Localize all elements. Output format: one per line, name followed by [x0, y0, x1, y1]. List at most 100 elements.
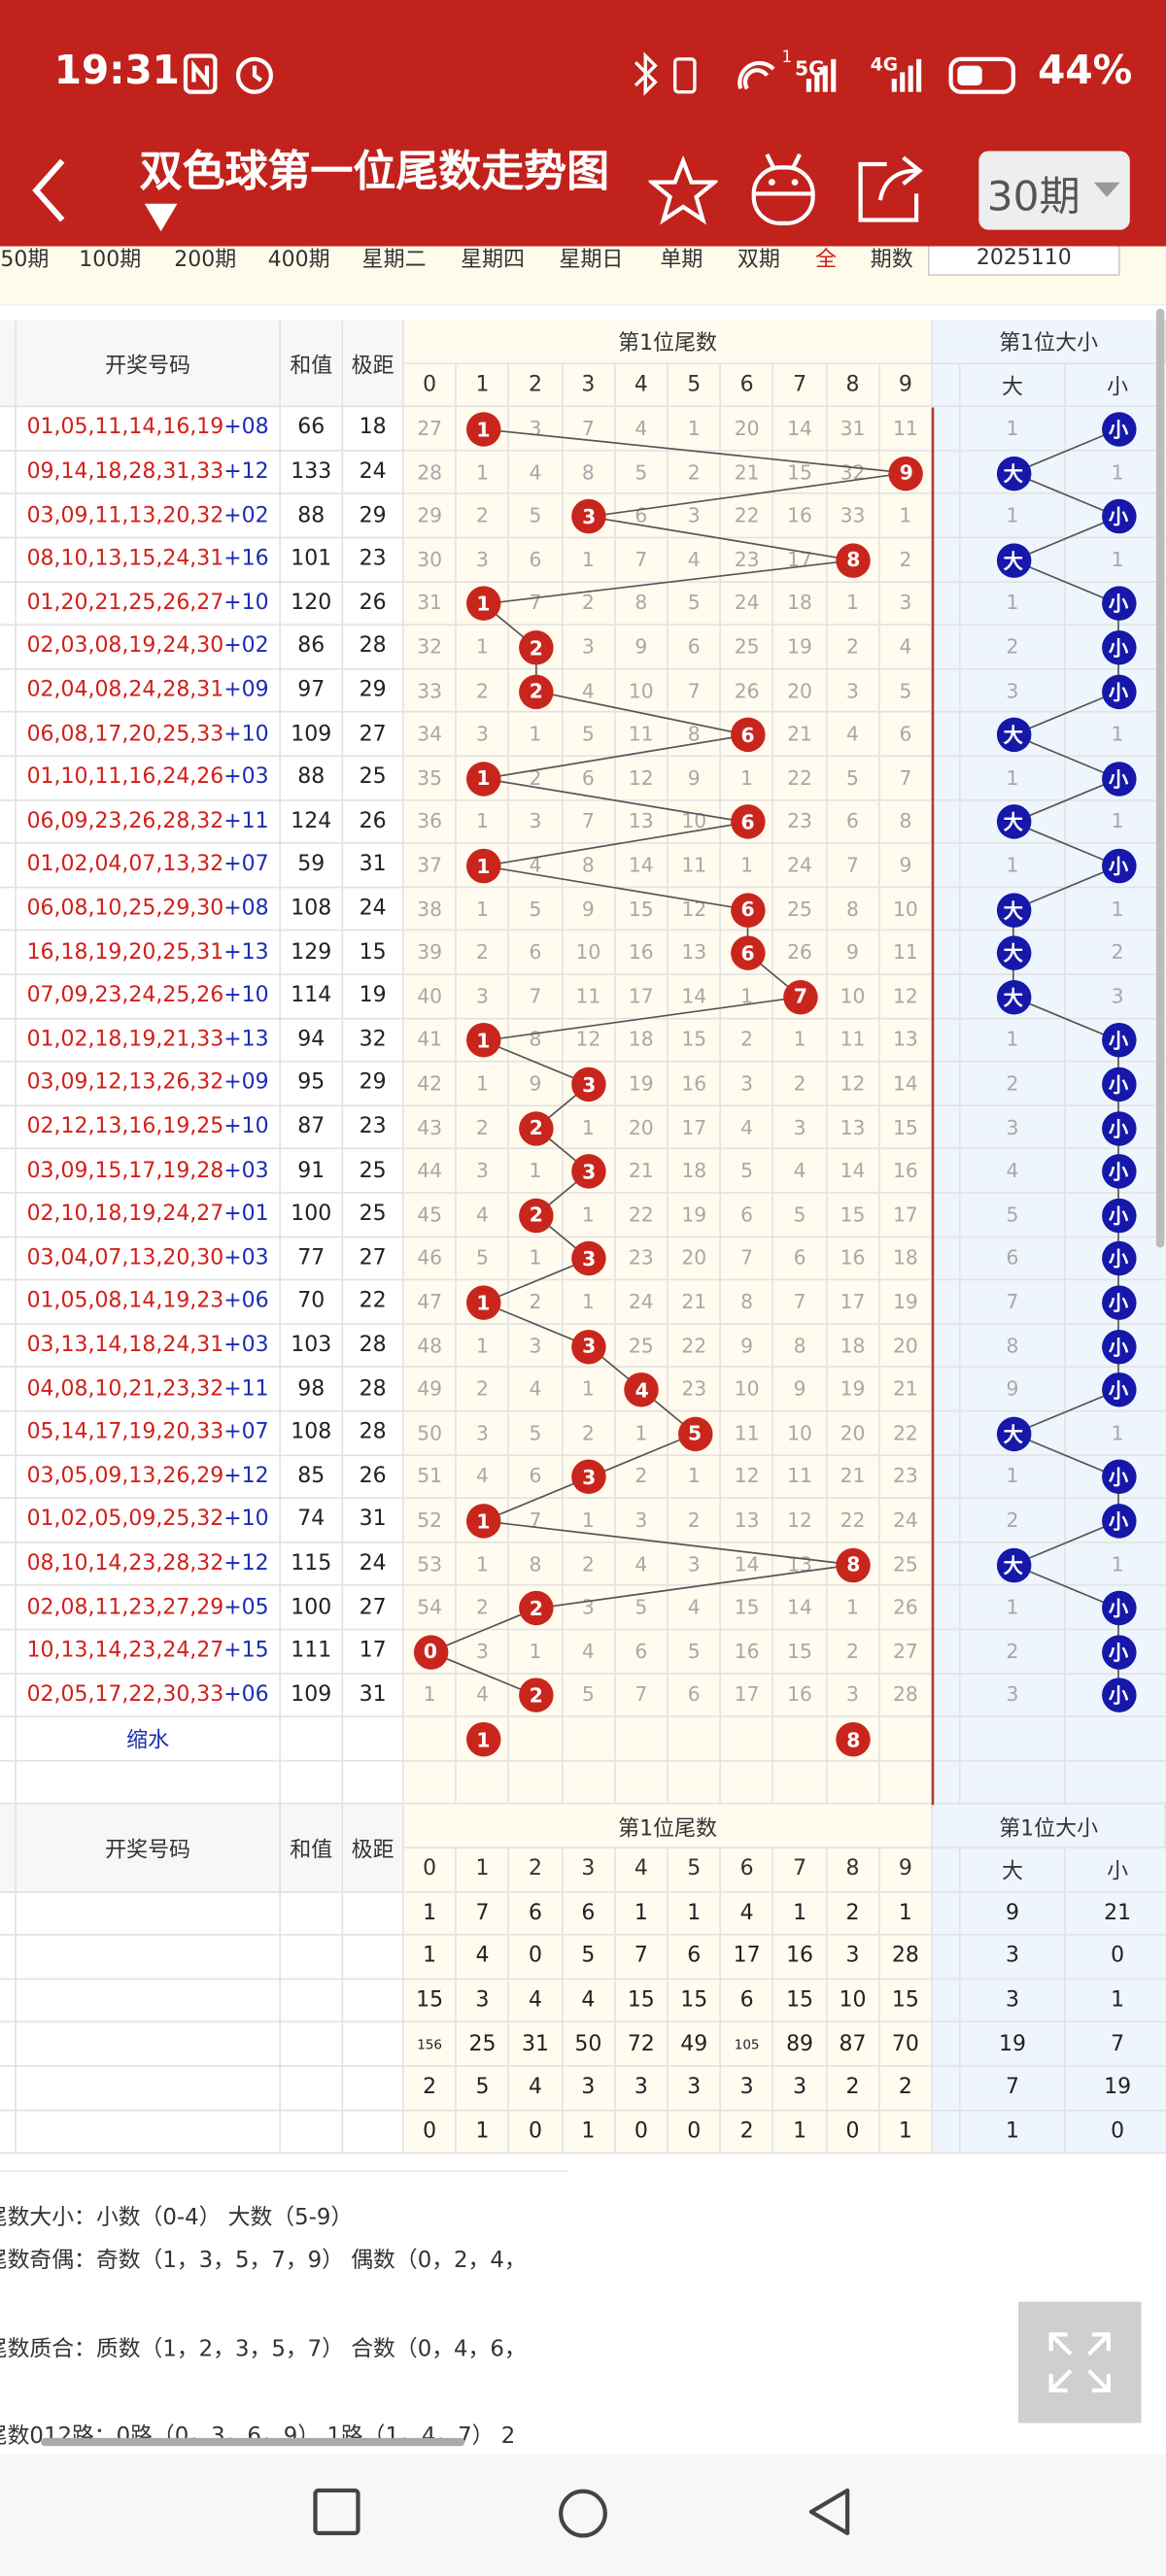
tail-omission: 23: [773, 800, 828, 845]
robot-button[interactable]: [747, 148, 819, 230]
stats-value: 70: [879, 2022, 933, 2067]
fullscreen-button[interactable]: [1017, 2301, 1142, 2423]
cut-column-cell: [0, 407, 17, 452]
tail-omission: 7: [668, 669, 722, 714]
filter-option[interactable]: 单期: [660, 248, 703, 273]
ball: 8: [836, 543, 872, 578]
tail-omission: 7: [615, 1674, 669, 1718]
red-balls: 02,08,11,23,27,29: [26, 1595, 224, 1620]
cut-column-cell: [0, 1324, 17, 1369]
empty-cell: [281, 1979, 344, 2023]
cut-column-cell: [0, 1280, 17, 1325]
cut-column-cell: [0, 844, 17, 888]
cut-column-cell: [0, 538, 17, 583]
tail-omission: 3: [509, 1324, 564, 1369]
share-button[interactable]: [854, 151, 930, 226]
tail-omission: 35: [403, 757, 458, 801]
draw-code: 03,05,09,13,26,29 +12: [16, 1455, 282, 1500]
span-value: 29: [343, 494, 404, 539]
red-balls: 03,09,15,17,19,28: [26, 1158, 224, 1184]
stats-value: 87: [827, 2022, 880, 2067]
empty-cell: [1065, 1717, 1166, 1762]
favorite-button[interactable]: [648, 155, 718, 225]
tail-omission: 1: [879, 494, 933, 539]
ball: 小: [1101, 848, 1136, 884]
filter-option[interactable]: 双期: [737, 248, 780, 273]
draw-code: 03,09,11,13,20,32 +02: [16, 494, 282, 539]
stats-size-value: 0: [1065, 2110, 1166, 2154]
sum-value: 87: [281, 1105, 344, 1150]
tail-omission: 4: [563, 1630, 616, 1675]
tail-omission: 47: [403, 1280, 458, 1325]
header-tail-group: 第1位尾数: [403, 1805, 934, 1849]
header-digit: 4: [615, 1848, 669, 1893]
signal-label: 1: [781, 49, 793, 68]
tail-omission: 2: [721, 1018, 774, 1063]
ball: 小: [1101, 761, 1136, 797]
tail-omission: 3: [457, 974, 510, 1019]
header-spacer: [933, 1848, 961, 1893]
tail-omission: 2: [457, 669, 510, 714]
blue-ball: +03: [223, 1333, 269, 1358]
tail-omission: 3: [457, 1149, 510, 1194]
tail-omission: 5: [668, 1630, 722, 1675]
ball: 大: [996, 717, 1031, 753]
tail-omission: 15: [615, 888, 669, 932]
filter-option[interactable]: 星期二: [361, 248, 427, 273]
header-digit: 9: [879, 363, 933, 408]
title-dropdown[interactable]: [144, 203, 178, 233]
nav-back[interactable]: [805, 2486, 854, 2538]
sum-value: 101: [281, 538, 344, 583]
nav-home[interactable]: [557, 2488, 609, 2540]
header-digit: 7: [773, 1848, 828, 1893]
tail-omission: 8: [721, 1280, 774, 1325]
size-omission: 1: [1065, 538, 1166, 583]
stats-value: 5: [563, 1935, 616, 1980]
filter-option[interactable]: 星期日: [559, 248, 624, 273]
stats-value: 1: [403, 1935, 458, 1980]
size-spacer: [933, 494, 961, 539]
cut-column-cell: [0, 1674, 17, 1718]
header-digit: 5: [668, 1848, 722, 1893]
filter-option[interactable]: 全: [815, 248, 838, 273]
period-select[interactable]: 30期: [978, 151, 1130, 230]
tail-omission: 33: [403, 669, 458, 714]
tail-omission: 13: [668, 931, 722, 975]
filter-option[interactable]: 50期: [0, 248, 50, 273]
ball: 1: [465, 1504, 501, 1539]
draw-code: 02,08,11,23,27,29 +05: [16, 1586, 282, 1631]
red-balls: 04,08,10,21,23,32: [26, 1376, 224, 1402]
ball: 小: [1101, 630, 1136, 665]
cut-column-cell: [0, 1018, 17, 1063]
sum-value: 111: [281, 1630, 344, 1675]
filter-option[interactable]: 星期四: [461, 248, 526, 273]
tail-omission: 37: [403, 844, 458, 888]
span-value: 25: [343, 1193, 404, 1237]
filter-option[interactable]: 200期: [174, 248, 237, 273]
cut-column-cell: [0, 1411, 17, 1456]
tail-omission: 13: [721, 1499, 774, 1543]
red-balls: 16,18,19,20,25,31: [26, 939, 224, 966]
nav-recent[interactable]: [312, 2488, 361, 2537]
empty-cell: [281, 2066, 344, 2111]
tail-omission: 6: [721, 1193, 774, 1237]
stats-value: 1: [773, 1892, 828, 1936]
stats-value: 3: [457, 1979, 510, 2023]
back-button[interactable]: [26, 156, 76, 225]
stats-size-value: 1: [1065, 1979, 1166, 2023]
filter-option[interactable]: 100期: [79, 248, 142, 273]
stats-value: 6: [721, 1979, 774, 2023]
tail-omission: 4: [615, 1542, 669, 1587]
size-spacer: [933, 1586, 961, 1631]
ball: 6: [730, 935, 766, 971]
filter-option[interactable]: 期数: [870, 248, 913, 273]
filter-option[interactable]: 400期: [267, 248, 330, 273]
size-omission: 1: [960, 407, 1066, 452]
blue-ball: +01: [223, 1202, 269, 1228]
size-omission: 1: [1065, 800, 1166, 845]
size-omission: 7: [960, 1280, 1066, 1325]
header-sum: 和值: [281, 320, 344, 408]
stats-value: 15: [615, 1979, 669, 2023]
draw-code: 08,10,14,23,28,32 +12: [16, 1542, 282, 1587]
draw-code: 02,05,17,22,30,33 +06: [16, 1674, 282, 1718]
